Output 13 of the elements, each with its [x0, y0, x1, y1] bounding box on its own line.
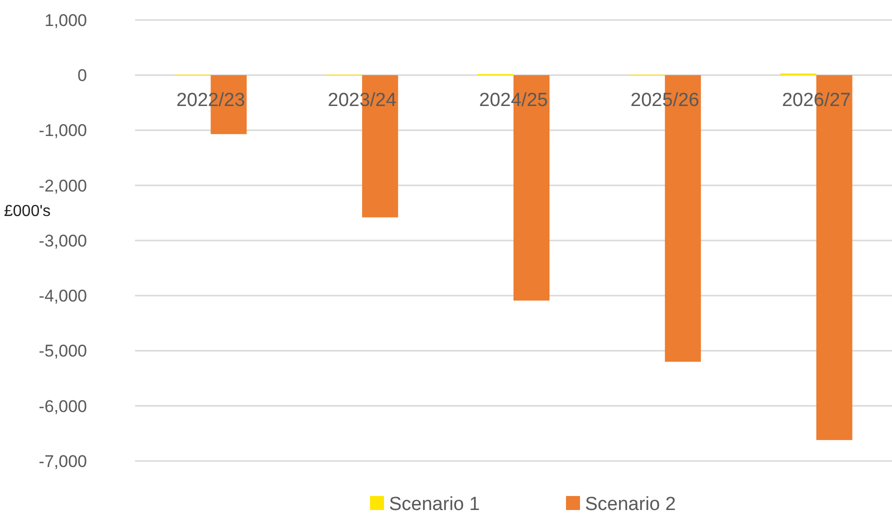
y-axis-title: £000's: [4, 203, 51, 220]
y-tick-label: 0: [78, 66, 87, 86]
y-tick-label: -1,000: [38, 121, 87, 140]
y-tick-label: 1,000: [44, 10, 87, 30]
y-tick-label: -6,000: [38, 396, 87, 416]
y-tick-label: -4,000: [38, 286, 87, 306]
x-tick-label: 2024/25: [479, 90, 548, 112]
y-tick-label: -3,000: [38, 231, 87, 250]
legend-label: Scenario 1: [389, 494, 480, 515]
legend-label: Scenario 2: [585, 494, 676, 515]
y-tick-label: -7,000: [38, 452, 87, 471]
y-tick-label: -2,000: [38, 176, 87, 196]
y-tick-label: -5,000: [38, 342, 87, 361]
